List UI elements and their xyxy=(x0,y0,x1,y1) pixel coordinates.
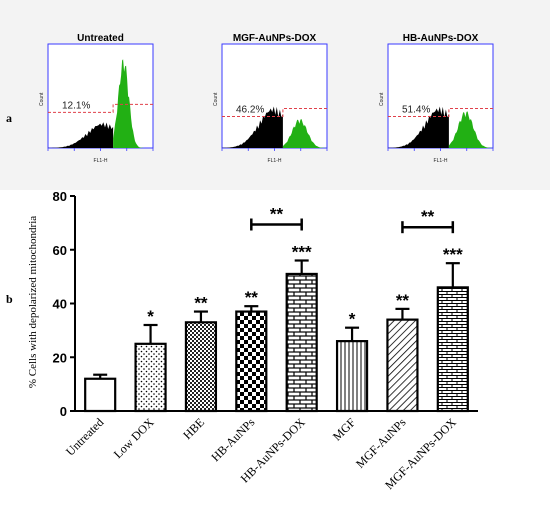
y-tick-label: 20 xyxy=(53,350,67,365)
comparison-label: ** xyxy=(270,205,284,224)
significance-label: * xyxy=(349,310,356,329)
bar xyxy=(84,377,117,413)
histogram-y-label: Count xyxy=(379,92,385,106)
comparison-label: ** xyxy=(421,207,435,226)
depolarized-population xyxy=(48,122,114,148)
gate-line xyxy=(48,103,153,113)
bar xyxy=(335,340,369,413)
category-label: HBE xyxy=(180,415,207,442)
gate-line xyxy=(388,107,493,117)
category-label: HB-AuNPs xyxy=(208,415,257,464)
histogram-title: MGF-AuNPs-DOX xyxy=(233,33,317,44)
bar xyxy=(386,318,419,413)
category-label: Low DOX xyxy=(111,415,157,461)
y-tick-label: 80 xyxy=(53,189,67,204)
gate-percent-label: 51.4% xyxy=(402,104,430,115)
gate-percent-label: 12.1% xyxy=(62,100,90,111)
significance-label: * xyxy=(147,307,154,326)
bar xyxy=(134,342,167,413)
category-label: Untreated xyxy=(63,415,106,458)
panel-a-label: a xyxy=(6,111,12,125)
y-tick-label: 60 xyxy=(53,243,67,258)
healthy-population xyxy=(282,119,327,148)
histogram-y-label: Count xyxy=(39,92,45,106)
healthy-population xyxy=(113,59,153,148)
histogram-title: HB-AuNPs-DOX xyxy=(403,33,479,44)
significance-label: ** xyxy=(194,294,208,313)
category-label: MGF xyxy=(330,415,359,444)
histogram-x-label: FL1-H xyxy=(434,158,448,164)
y-axis-label: % Cells with depolarized mitochondria xyxy=(27,216,39,388)
flow-histograms: Untreated Count FL1-H 12.1% MGF-AuNPs-DOX Cou… xyxy=(39,33,494,164)
bar xyxy=(235,310,268,413)
gate-percent-label: 46.2% xyxy=(236,104,264,115)
gate-line xyxy=(222,107,327,117)
significance-label: ** xyxy=(396,291,410,310)
histogram-x-label: FL1-H xyxy=(268,158,282,164)
histogram-title: Untreated xyxy=(77,33,124,44)
bar xyxy=(285,272,318,413)
y-tick-label: 0 xyxy=(60,404,67,419)
healthy-population xyxy=(448,111,493,148)
chart-bars: Untreated*Low DOX**HBE**HB-AuNPs***HB-Au… xyxy=(63,205,469,492)
panel-b-label: b xyxy=(6,292,13,306)
histogram-y-label: Count xyxy=(213,92,219,106)
significance-label: ** xyxy=(245,288,259,307)
bar xyxy=(436,286,469,413)
y-tick-label: 40 xyxy=(53,297,67,312)
bar xyxy=(184,321,218,413)
significance-label: *** xyxy=(292,243,312,262)
histogram-x-label: FL1-H xyxy=(94,158,108,164)
significance-label: *** xyxy=(443,245,463,264)
